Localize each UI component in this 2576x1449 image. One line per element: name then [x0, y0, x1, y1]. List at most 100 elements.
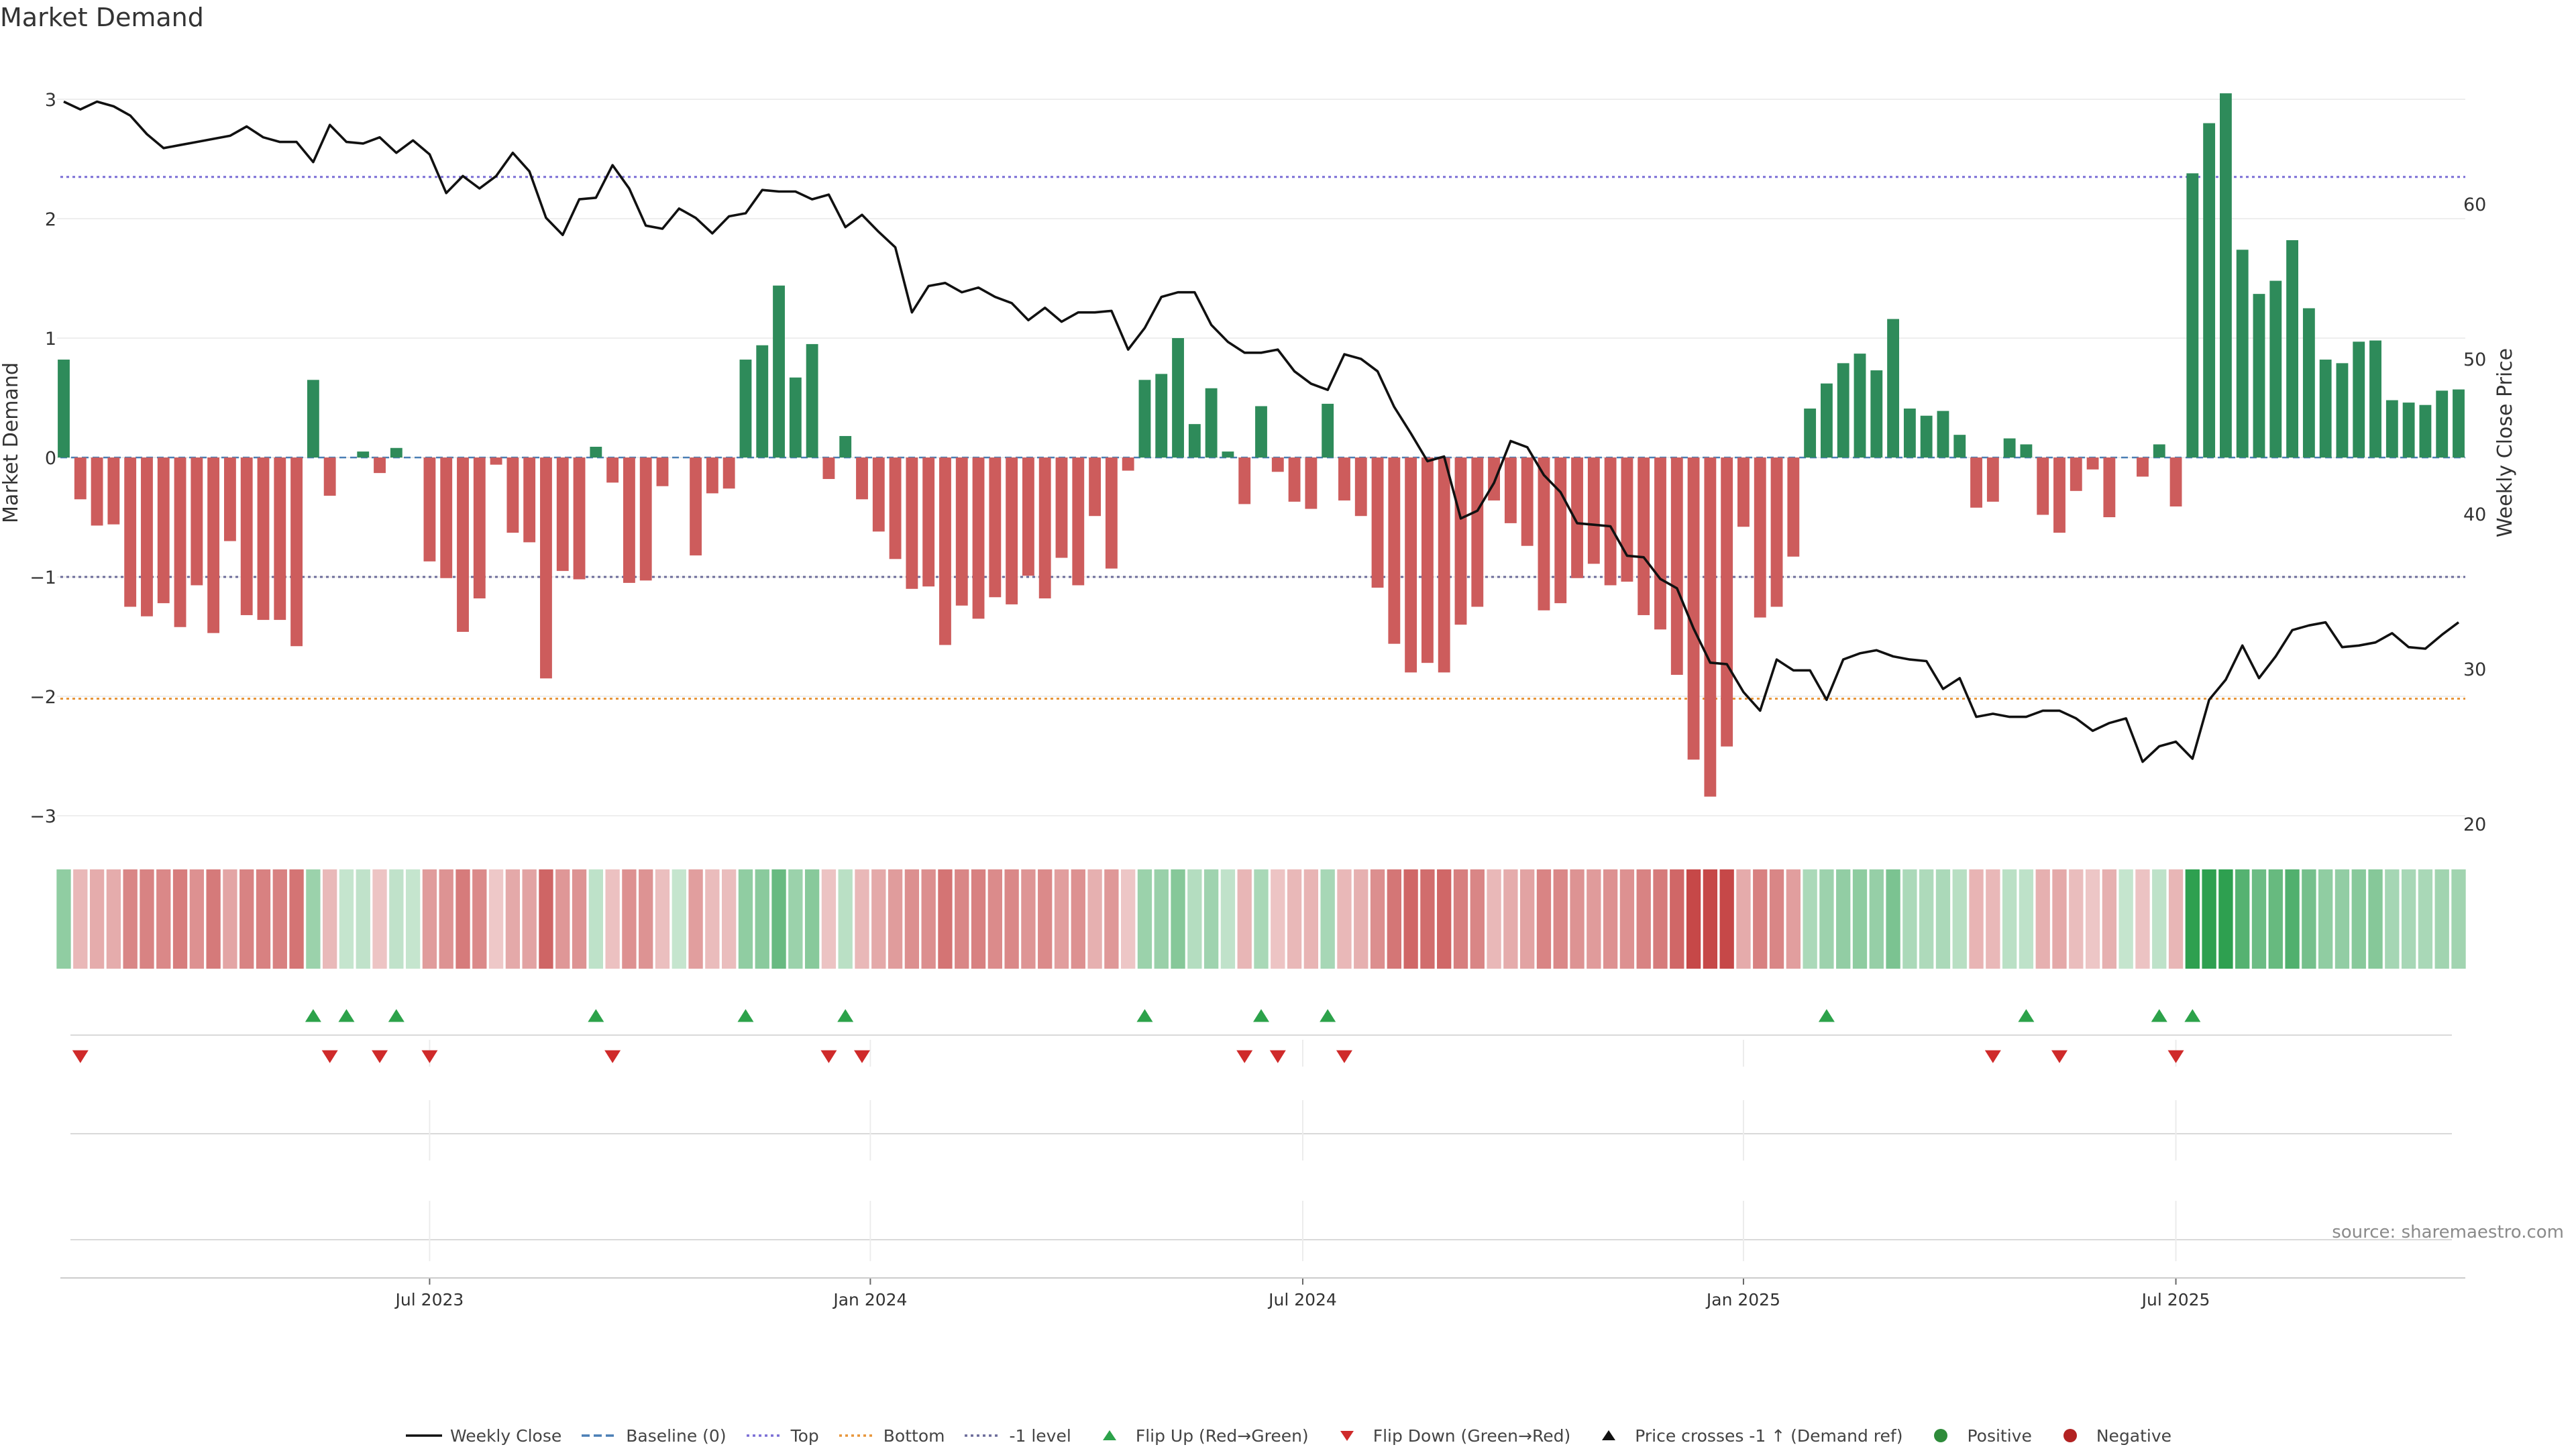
heat-cell: [987, 869, 1002, 969]
heat-cell: [1453, 869, 1468, 969]
heat-cell: [472, 869, 487, 969]
legend-label: -1 level: [1009, 1426, 1071, 1446]
demand-bar: [223, 458, 236, 541]
legend-symbol: [405, 1434, 442, 1437]
demand-bar: [1238, 458, 1251, 504]
heat-cell: [1786, 869, 1801, 969]
demand-bar: [2070, 458, 2082, 491]
heat-cell: [356, 869, 370, 969]
heat-cell: [738, 869, 753, 969]
demand-bars: [58, 93, 2465, 797]
demand-bar: [1737, 458, 1750, 527]
demand-bar: [856, 458, 868, 500]
heat-cell: [1237, 869, 1252, 969]
price-line-layer: [63, 100, 2460, 763]
heat-cell: [156, 869, 171, 969]
demand-bar: [540, 458, 552, 679]
heat-cell: [1570, 869, 1585, 969]
y-tick-label: 1: [45, 329, 56, 350]
demand-bar: [2453, 389, 2465, 458]
flip-up-marker: [305, 1009, 321, 1022]
demand-bar: [2419, 405, 2432, 458]
heat-cell: [389, 869, 404, 969]
heat-cell: [488, 869, 504, 969]
heat-cell: [2002, 869, 2017, 969]
demand-bar: [656, 458, 669, 486]
heat-cell: [1753, 869, 1768, 969]
heat-cell: [1803, 869, 1817, 969]
demand-bar: [1770, 458, 1783, 607]
heat-cell: [1187, 869, 1202, 969]
legend-label: Bottom: [883, 1426, 945, 1446]
demand-bar: [240, 458, 253, 615]
heat-cell: [2418, 869, 2433, 969]
flip-down-marker: [1984, 1050, 2001, 1063]
heat-cell: [2268, 869, 2283, 969]
demand-bar: [1986, 458, 1999, 502]
demand-bar: [2169, 458, 2182, 506]
demand-bar: [1038, 458, 1051, 599]
heat-cell: [2052, 869, 2067, 969]
legend-symbol: [1602, 1430, 1616, 1440]
demand-bar: [1804, 409, 1817, 458]
legend-item: Weekly Close: [405, 1426, 561, 1446]
heat-cell: [372, 869, 387, 969]
demand-bar: [773, 285, 785, 458]
demand-bar: [1138, 380, 1151, 458]
legend-item: Flip Up (Red→Green): [1090, 1426, 1309, 1446]
demand-bar: [839, 435, 852, 458]
heat-cell: [123, 869, 138, 969]
demand-bar: [1006, 458, 1018, 604]
demand-bar: [2037, 458, 2049, 515]
heat-cell: [572, 869, 587, 969]
demand-bar: [506, 458, 519, 533]
heat-cell: [1636, 869, 1651, 969]
demand-bar: [889, 458, 902, 559]
heat-cell: [1769, 869, 1784, 969]
heat-cell: [1220, 869, 1236, 969]
demand-bar: [2269, 280, 2282, 458]
demand-bar: [1022, 458, 1034, 576]
flip-up-marker: [837, 1009, 854, 1022]
heat-cell: [838, 869, 853, 969]
demand-bar: [1072, 458, 1085, 586]
legend-label: Flip Down (Green→Red): [1373, 1426, 1571, 1446]
demand-bar: [2020, 444, 2033, 458]
demand-bar: [257, 458, 270, 621]
heat-cell: [1670, 869, 1684, 969]
flip-up-marker: [2151, 1009, 2167, 1022]
legend-item: Baseline (0): [580, 1426, 727, 1446]
heat-cell: [655, 869, 670, 969]
heat-cell: [422, 869, 437, 969]
chart-title: Market Demand: [0, 3, 204, 32]
demand-bar: [690, 458, 702, 555]
legend-symbol: [1934, 1429, 1948, 1442]
flip-down-marker: [820, 1050, 837, 1063]
demand-bar: [307, 380, 319, 458]
heat-cell: [1869, 869, 1884, 969]
heat-cell: [1271, 869, 1285, 969]
y-tick-label: −3: [30, 806, 56, 827]
y2-tick-label: 50: [2463, 350, 2486, 370]
demand-bar: [1354, 458, 1367, 517]
flip-down-marker: [1236, 1050, 1253, 1063]
heat-cell: [1387, 869, 1401, 969]
heat-cell: [1919, 869, 1934, 969]
legend-label: Price crosses -1 ↑ (Demand ref): [1635, 1426, 1903, 1446]
demand-bar: [706, 458, 718, 494]
heat-cell: [1071, 869, 1085, 969]
demand-bar: [124, 458, 137, 607]
demand-bar: [972, 458, 985, 619]
demand-bar: [1155, 374, 1168, 458]
heat-cell: [1337, 869, 1352, 969]
flip-markers: [72, 1009, 2201, 1063]
heat-cell: [1171, 869, 1185, 969]
heat-cell: [1254, 869, 1269, 969]
heat-cell: [223, 869, 237, 969]
heat-cell: [1503, 869, 1518, 969]
demand-bar: [1721, 458, 1733, 747]
heat-cell: [140, 869, 154, 969]
demand-bar: [174, 458, 186, 627]
demand-bar: [1122, 458, 1134, 471]
demand-bar: [2253, 294, 2265, 458]
